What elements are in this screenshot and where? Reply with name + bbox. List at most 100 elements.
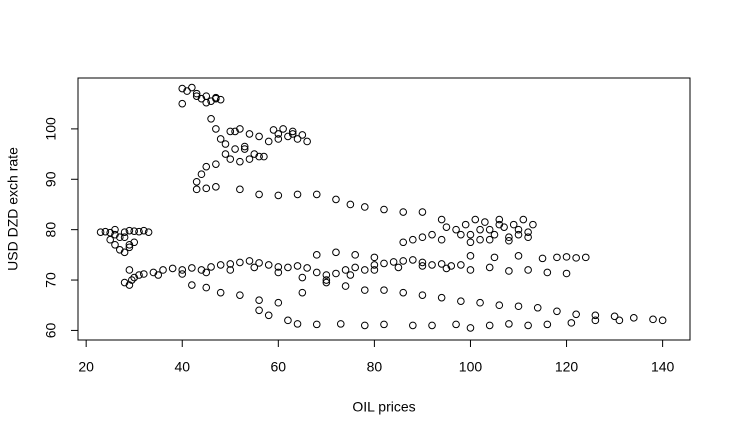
point [485, 235, 494, 244]
point [274, 268, 283, 277]
point [514, 230, 523, 239]
point [255, 259, 263, 267]
point [303, 264, 311, 272]
point [183, 87, 191, 95]
point [111, 240, 119, 249]
point [274, 263, 283, 271]
point [543, 268, 552, 277]
y-tick-label: 60 [43, 322, 59, 338]
point [202, 283, 211, 292]
point [461, 220, 470, 229]
point [269, 126, 278, 134]
point [125, 266, 134, 274]
point [226, 266, 235, 274]
point [298, 273, 307, 282]
point [509, 220, 518, 229]
x-axis-label: OIL prices [352, 399, 415, 415]
point [591, 316, 600, 325]
point [418, 262, 427, 270]
point [255, 132, 263, 141]
point [380, 286, 388, 294]
point [572, 310, 580, 319]
point [245, 155, 254, 163]
point [178, 270, 187, 278]
point [274, 298, 283, 307]
point [370, 253, 379, 262]
point [562, 253, 571, 261]
point [538, 254, 547, 263]
point [505, 236, 513, 245]
point [274, 135, 283, 143]
point [168, 264, 177, 273]
point [351, 251, 359, 259]
point [457, 297, 465, 306]
point [505, 320, 513, 328]
point [399, 288, 408, 297]
point [418, 208, 427, 216]
point [322, 276, 331, 284]
point [476, 235, 484, 244]
point [178, 99, 187, 108]
point [346, 200, 355, 209]
point [284, 316, 292, 325]
x-tick-label: 40 [174, 359, 190, 375]
point [236, 185, 244, 194]
point [159, 266, 167, 274]
point [154, 271, 163, 279]
point [293, 135, 302, 143]
point [274, 130, 283, 138]
point [658, 316, 667, 325]
point [442, 223, 451, 231]
point [298, 288, 307, 297]
point [212, 183, 220, 191]
point [466, 238, 475, 247]
point [351, 263, 359, 272]
y-tick-label: 70 [43, 272, 59, 288]
point [192, 89, 201, 98]
point [255, 296, 263, 304]
point [495, 301, 504, 310]
point [135, 227, 143, 236]
point [543, 320, 552, 329]
x-tick-label: 20 [78, 359, 94, 375]
point [216, 95, 225, 104]
point [101, 227, 110, 236]
point [125, 243, 134, 252]
point [490, 253, 499, 262]
point [418, 258, 427, 267]
point [524, 266, 532, 274]
point [288, 130, 297, 138]
point [212, 125, 220, 133]
point [399, 257, 408, 265]
point [399, 208, 408, 216]
point [399, 238, 408, 247]
point [279, 125, 287, 133]
point [240, 142, 249, 151]
point [476, 298, 484, 307]
point [457, 230, 465, 239]
point [135, 271, 143, 279]
point [409, 235, 417, 244]
point [466, 324, 475, 332]
point [226, 155, 235, 163]
point [457, 261, 465, 269]
x-tick-label: 120 [555, 359, 579, 375]
point [226, 260, 235, 268]
point [236, 258, 244, 267]
point [485, 263, 494, 272]
point [418, 291, 427, 299]
point [255, 152, 263, 161]
point [202, 268, 211, 277]
point [303, 137, 311, 146]
point [370, 266, 379, 274]
point [207, 115, 215, 123]
point [197, 170, 206, 179]
point [264, 311, 273, 320]
x-tick-label: 140 [651, 359, 675, 375]
point [106, 235, 114, 244]
point [202, 98, 211, 107]
point [380, 320, 388, 329]
point [649, 315, 657, 324]
point [240, 145, 249, 153]
